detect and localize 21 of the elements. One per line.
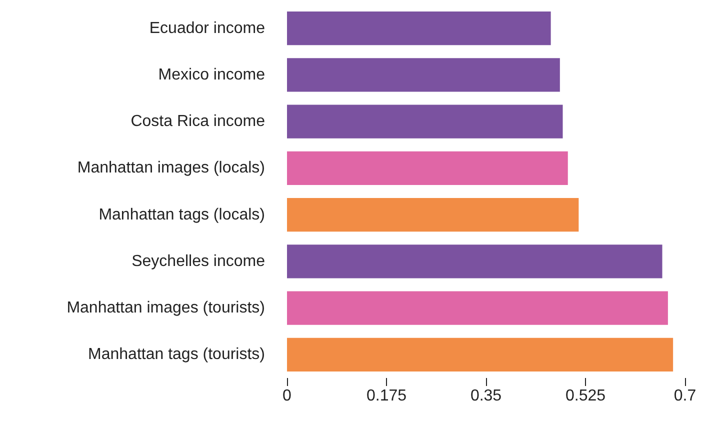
y-tick-label: Manhattan tags (locals) (98, 206, 265, 224)
bar (287, 151, 568, 185)
y-tick-label: Manhattan images (locals) (77, 160, 265, 177)
x-tick-label: 0.35 (470, 388, 502, 404)
y-tick-label: Manhattan tags (tourists) (88, 346, 265, 364)
y-tick-label: Costa Rica income (130, 113, 266, 130)
x-tick-label: 0.175 (366, 388, 407, 404)
x-tick-label: 0.7 (674, 388, 696, 404)
bar (287, 12, 551, 46)
bar (287, 58, 560, 92)
y-tick-label: Ecuador income (149, 20, 266, 37)
x-tick-label: 0 (282, 388, 292, 404)
bar (287, 198, 579, 232)
y-tick-label: Manhattan images (tourists) (66, 300, 265, 317)
bar (287, 338, 674, 372)
y-tick-label: Mexico income (158, 66, 266, 84)
bar (287, 104, 563, 138)
bar (287, 244, 662, 278)
y-tick-label: Seychelles income (132, 252, 266, 270)
x-tick-label: 0.525 (565, 388, 606, 404)
bar (287, 291, 668, 325)
